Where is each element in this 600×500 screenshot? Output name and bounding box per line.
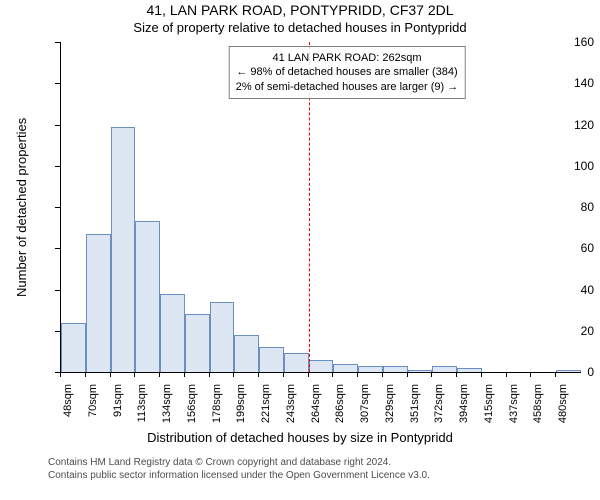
x-tick-label: 221sqm	[260, 384, 272, 432]
y-axis-label: Number of detached properties	[14, 118, 29, 297]
x-axis-label: Distribution of detached houses by size …	[0, 430, 600, 445]
x-tick-mark	[456, 372, 457, 377]
x-tick-label: 264sqm	[310, 384, 322, 432]
y-tick-label: 120	[536, 118, 600, 132]
y-tick-label: 80	[536, 200, 600, 214]
x-tick-label: 134sqm	[161, 384, 173, 432]
histogram-bar	[284, 353, 309, 372]
x-tick-label: 243sqm	[285, 384, 297, 432]
x-tick-label: 91sqm	[112, 384, 124, 432]
histogram-bar	[160, 294, 185, 372]
x-tick-label: 178sqm	[211, 384, 223, 432]
y-tick-mark	[55, 248, 60, 249]
y-tick-mark	[55, 166, 60, 167]
annotation-line2: ← 98% of detached houses are smaller (38…	[236, 65, 459, 79]
x-tick-mark	[258, 372, 259, 377]
x-tick-mark	[382, 372, 383, 377]
histogram-bar	[185, 314, 210, 372]
y-tick-label: 20	[536, 324, 600, 338]
x-tick-label: 156sqm	[186, 384, 198, 432]
y-tick-label: 160	[536, 35, 600, 49]
x-tick-mark	[184, 372, 185, 377]
x-tick-mark	[308, 372, 309, 377]
x-tick-label: 70sqm	[87, 384, 99, 432]
x-tick-label: 113sqm	[136, 384, 148, 432]
x-tick-mark	[134, 372, 135, 377]
histogram-bar	[234, 335, 259, 372]
x-tick-label: 458sqm	[532, 384, 544, 432]
y-tick-mark	[55, 207, 60, 208]
annotation-box: 41 LAN PARK ROAD: 262sqm ← 98% of detach…	[229, 46, 466, 99]
annotation-line3: 2% of semi-detached houses are larger (9…	[236, 80, 459, 94]
x-tick-mark	[530, 372, 531, 377]
x-tick-mark	[481, 372, 482, 377]
histogram-bar	[135, 221, 160, 372]
x-tick-mark	[85, 372, 86, 377]
y-tick-label: 60	[536, 241, 600, 255]
x-tick-label: 480sqm	[557, 384, 569, 432]
histogram-bar	[61, 323, 86, 373]
histogram-bar	[86, 234, 111, 372]
histogram-bar	[358, 366, 383, 372]
x-tick-mark	[159, 372, 160, 377]
x-tick-mark	[357, 372, 358, 377]
x-tick-mark	[407, 372, 408, 377]
histogram-bar	[309, 360, 334, 372]
x-tick-label: 437sqm	[508, 384, 520, 432]
x-tick-mark	[209, 372, 210, 377]
histogram-bar	[111, 127, 136, 372]
x-tick-mark	[233, 372, 234, 377]
y-tick-label: 100	[536, 159, 600, 173]
x-tick-mark	[555, 372, 556, 377]
page-title: 41, LAN PARK ROAD, PONTYPRIDD, CF37 2DL	[0, 2, 600, 18]
x-tick-label: 286sqm	[334, 384, 346, 432]
x-tick-label: 415sqm	[483, 384, 495, 432]
x-tick-label: 351sqm	[409, 384, 421, 432]
y-tick-mark	[55, 125, 60, 126]
y-tick-mark	[55, 83, 60, 84]
histogram-bar	[383, 366, 408, 372]
x-tick-mark	[431, 372, 432, 377]
x-tick-mark	[110, 372, 111, 377]
y-tick-mark	[55, 331, 60, 332]
histogram-bar	[432, 366, 457, 372]
x-tick-mark	[332, 372, 333, 377]
page-subtitle: Size of property relative to detached ho…	[0, 20, 600, 35]
x-tick-mark	[506, 372, 507, 377]
y-tick-mark	[55, 290, 60, 291]
x-tick-mark	[283, 372, 284, 377]
y-tick-mark	[55, 42, 60, 43]
histogram-bar	[408, 370, 433, 372]
footer-line1: Contains HM Land Registry data © Crown c…	[48, 456, 430, 469]
x-tick-label: 48sqm	[62, 384, 74, 432]
footer-attribution: Contains HM Land Registry data © Crown c…	[48, 456, 430, 482]
x-tick-label: 329sqm	[384, 384, 396, 432]
annotation-line1: 41 LAN PARK ROAD: 262sqm	[236, 51, 459, 65]
histogram-plot: 41 LAN PARK ROAD: 262sqm ← 98% of detach…	[60, 42, 581, 373]
histogram-bar	[333, 364, 358, 372]
histogram-bar	[457, 368, 482, 372]
x-tick-label: 394sqm	[458, 384, 470, 432]
footer-line2: Contains public sector information licen…	[48, 469, 430, 482]
x-tick-label: 307sqm	[359, 384, 371, 432]
x-tick-label: 372sqm	[433, 384, 445, 432]
y-tick-label: 0	[536, 365, 600, 379]
x-tick-label: 199sqm	[235, 384, 247, 432]
histogram-bar	[259, 347, 284, 372]
x-tick-mark	[60, 372, 61, 377]
histogram-bar	[210, 302, 235, 372]
y-tick-label: 40	[536, 283, 600, 297]
y-tick-label: 140	[536, 76, 600, 90]
